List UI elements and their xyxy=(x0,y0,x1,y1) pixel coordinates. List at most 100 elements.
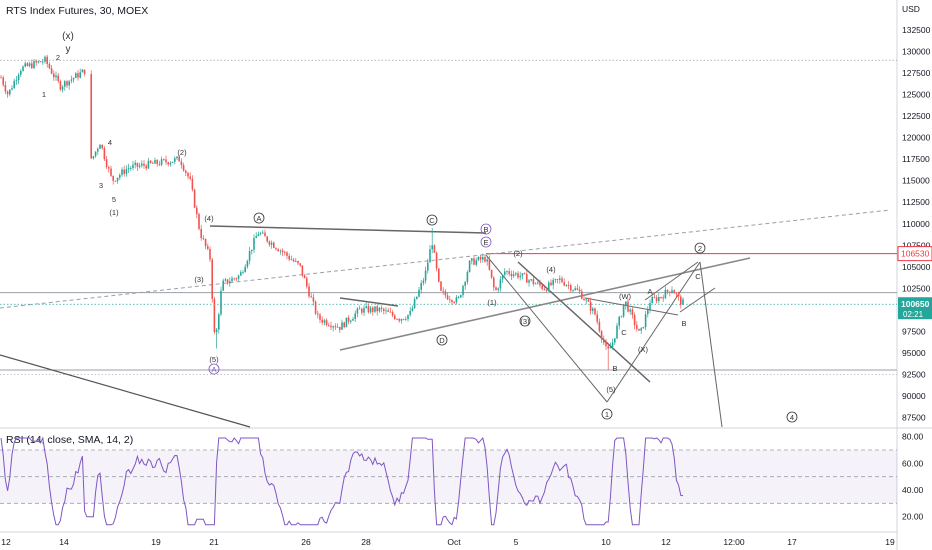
candle-body xyxy=(482,257,484,260)
candle-body xyxy=(174,158,176,162)
candle-body xyxy=(493,277,495,288)
candle-body xyxy=(251,249,253,252)
candle-body xyxy=(105,159,108,168)
candle-body xyxy=(431,245,433,250)
candle-body xyxy=(292,259,295,262)
candle-body xyxy=(671,290,673,293)
candle-body xyxy=(46,56,48,65)
candle-body xyxy=(528,280,530,283)
candle-body xyxy=(224,279,227,281)
candle-body xyxy=(631,309,634,316)
candle-body xyxy=(308,286,310,297)
candle-body xyxy=(341,322,343,330)
candle-body xyxy=(237,275,240,279)
candle-body xyxy=(158,163,161,165)
wave-label: (W) xyxy=(619,292,632,301)
candle-body xyxy=(583,298,585,301)
trendline xyxy=(699,261,723,428)
trendline xyxy=(517,261,651,383)
y-tick-label: 122500 xyxy=(902,111,931,121)
candle-body xyxy=(519,275,521,278)
wave-label: (x) xyxy=(62,31,74,42)
candle-body xyxy=(226,279,229,284)
candle-body xyxy=(79,72,81,78)
candle-body xyxy=(264,232,266,237)
candle-body xyxy=(618,316,620,326)
candle-body xyxy=(163,159,165,161)
candle-body xyxy=(673,290,675,294)
trendline xyxy=(644,261,699,301)
y-tick-label: 95000 xyxy=(902,348,926,358)
candle-body xyxy=(570,285,572,291)
candle-body xyxy=(402,319,405,320)
candle-body xyxy=(365,306,367,308)
candle-body xyxy=(572,290,574,291)
candle-body xyxy=(39,61,42,63)
candle-body xyxy=(28,63,31,66)
x-tick-label: Oct xyxy=(447,537,461,547)
candle-body xyxy=(77,73,79,78)
candle-body xyxy=(15,80,18,81)
candle-body xyxy=(457,297,460,299)
candle-body xyxy=(394,315,396,319)
candle-body xyxy=(17,74,20,81)
candle-body xyxy=(240,272,242,276)
candle-body xyxy=(675,293,678,295)
wave-label-circle xyxy=(601,408,613,420)
candle-body xyxy=(603,339,605,343)
candle-body xyxy=(563,282,565,286)
wave-label: (2) xyxy=(513,249,523,258)
wave-label: A xyxy=(647,287,652,296)
wave-label-circle xyxy=(208,363,220,375)
candle-body xyxy=(149,160,152,163)
candle-body xyxy=(495,287,497,290)
candle-body xyxy=(317,313,319,315)
candle-body xyxy=(70,79,73,81)
candle-body xyxy=(451,300,453,303)
candle-body xyxy=(438,268,440,282)
candle-body xyxy=(145,165,147,169)
candle-body xyxy=(429,249,431,263)
candle-body xyxy=(477,256,480,261)
candle-body xyxy=(275,247,277,250)
y-tick-label: 120000 xyxy=(902,133,931,143)
y-tick-label: 87500 xyxy=(902,412,926,422)
candle-body xyxy=(314,301,317,314)
wave-label: (5) xyxy=(209,355,219,364)
candle-body xyxy=(288,255,290,260)
candle-body xyxy=(574,288,576,291)
candle-body xyxy=(156,159,158,164)
candle-body xyxy=(273,242,275,248)
candle-body xyxy=(20,70,22,75)
candle-body xyxy=(204,238,207,247)
candle-body xyxy=(658,297,660,302)
candle-body xyxy=(655,297,658,302)
candle-body xyxy=(112,175,114,181)
candle-body xyxy=(369,307,372,313)
candle-body xyxy=(607,346,609,349)
candle-body xyxy=(598,321,601,332)
candle-body xyxy=(198,214,200,229)
candle-body xyxy=(532,279,535,284)
wave-label: (X) xyxy=(638,345,649,354)
wave-label: C xyxy=(695,272,701,281)
candle-body xyxy=(363,307,365,313)
wave-label: y xyxy=(66,44,71,55)
candle-body xyxy=(196,207,198,215)
candle-body xyxy=(629,309,631,312)
candle-body xyxy=(66,81,68,86)
candle-body xyxy=(209,248,211,260)
candle-body xyxy=(497,288,499,290)
candle-body xyxy=(644,314,647,327)
candle-body xyxy=(44,56,46,62)
candle-body xyxy=(211,259,213,299)
candle-body xyxy=(75,73,77,78)
wave-label-circle xyxy=(480,236,492,248)
rsi-tick-label: 80.00 xyxy=(902,432,924,442)
candle-body xyxy=(490,269,493,278)
candle-body xyxy=(446,295,449,300)
candle-body xyxy=(559,278,561,280)
y-tick-label: 105000 xyxy=(902,262,931,272)
wave-label: A xyxy=(256,214,261,223)
